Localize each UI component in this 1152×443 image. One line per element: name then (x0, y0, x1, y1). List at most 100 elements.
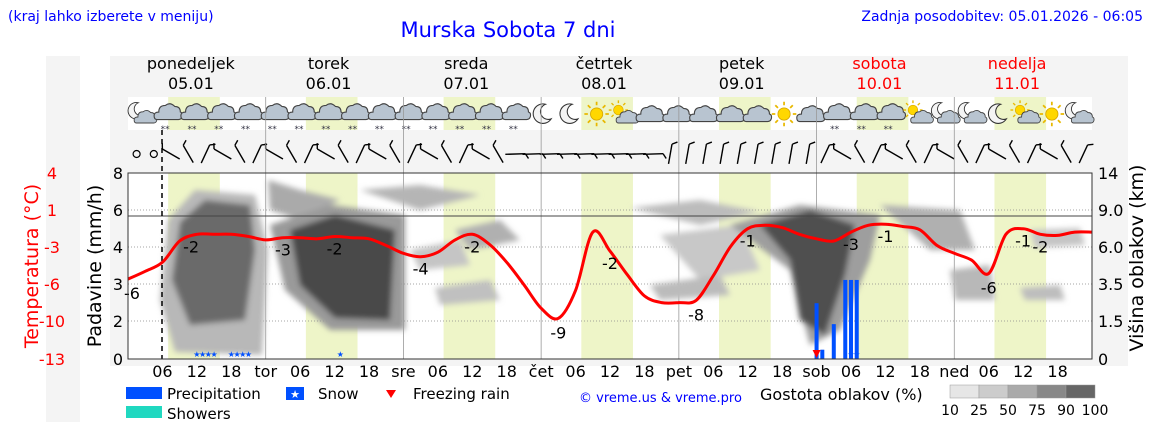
svg-text:**: ** (428, 125, 438, 135)
day-date: 05.01 (168, 74, 214, 93)
cloud-snow-icon: ** (849, 103, 880, 135)
day-date: 09.01 (719, 74, 765, 93)
snow-marker: ★ (245, 350, 252, 359)
precipitation-axis-title: Padavine (mm/h) (84, 185, 106, 348)
cloud-height-axis-title: Višina oblakov (km) (1126, 165, 1148, 352)
temp-label: -4 (413, 260, 429, 279)
day-name: sobota (852, 54, 906, 73)
cloud-height-tick: 9.0 (1098, 201, 1123, 220)
svg-text:**: ** (375, 125, 385, 135)
x-tick: pet (666, 362, 692, 381)
freezing-rain-markers (812, 350, 821, 358)
wind-barb-icon (685, 141, 695, 164)
cloud-height-tick: 0 (1098, 350, 1108, 369)
day-date: 08.01 (581, 74, 627, 93)
snow-markers: ★★★★ ★★★★ ★ ★★ (193, 350, 860, 359)
x-tick: 12 (738, 362, 758, 381)
daylight-band (581, 173, 633, 359)
calm-wind-icon (149, 149, 158, 159)
x-tick: 06 (565, 362, 585, 381)
x-tick: 18 (634, 362, 654, 381)
temperature-axis: 4 1 -3 -6 -10 -13 (39, 164, 65, 369)
cloud-snow-icon: ** (501, 103, 532, 135)
cloud-snow-icon: ** (822, 103, 853, 135)
day-date: 07.01 (443, 74, 489, 93)
location-hint[interactable]: (kraj lahko izberete v meniju) (8, 9, 214, 25)
cloud-height-tick: 1.5 (1098, 312, 1123, 331)
snow-marker: ★ (205, 350, 212, 359)
x-tick: 12 (1013, 362, 1033, 381)
temp-label: -9 (550, 323, 566, 342)
svg-text:**: ** (187, 125, 197, 135)
precip-bar (814, 303, 819, 359)
wind-barb-icon (1008, 139, 1021, 164)
temp-label: -2 (183, 237, 199, 256)
legend-showers-label: Showers (167, 405, 231, 423)
svg-text:**: ** (214, 125, 224, 135)
precip-tick: 3 (113, 275, 123, 294)
credit-link[interactable]: © vreme.us & vreme.pro (579, 391, 742, 406)
x-tick: 12 (187, 362, 207, 381)
temp-label: -3 (275, 241, 291, 260)
precip-bar (849, 279, 853, 359)
temp-label: -3 (843, 235, 859, 254)
legend-snow-label: Snow (318, 385, 358, 403)
wind-barb-icon (905, 139, 917, 164)
svg-text:**: ** (884, 125, 894, 135)
x-tick: 06 (152, 362, 172, 381)
x-tick: tor (254, 362, 277, 381)
wind-barb-icon (936, 143, 955, 160)
freezing-rain-marker (812, 350, 821, 358)
x-tick: 06 (841, 362, 861, 381)
wind-barb-icon (285, 139, 298, 164)
calm-wind-icon (132, 149, 141, 159)
precip-tick: 2 (113, 312, 123, 331)
snow-marker: ★ (210, 350, 217, 359)
wind-barb-icon (234, 139, 246, 164)
cloud-snow-icon: ** (394, 103, 425, 135)
cloud-scale-swatch (1007, 384, 1038, 399)
x-tick: 12 (875, 362, 895, 381)
legend-showers-swatch (126, 406, 162, 418)
temp-label: -1 (877, 227, 893, 246)
x-axis-ticks: 06 12 18 tor 06 12 18 sre 06 12 18 čet 06 12 18 pet 06 12… (152, 362, 1068, 381)
x-tick: 18 (359, 362, 379, 381)
wind-barb-icon (316, 143, 335, 160)
temp-label: -2 (464, 237, 480, 256)
temp-tick: -10 (39, 312, 65, 331)
wind-barb-icon (853, 139, 866, 164)
svg-text:**: ** (295, 125, 305, 135)
precip-tick: 0 (113, 350, 123, 369)
snow-marker: ★ (847, 350, 854, 359)
sky-icons: ** ** ** ** ** ** ** ** ** ** ** ** ** ** ** ** ** (127, 97, 1095, 135)
day-date: 10.01 (857, 74, 903, 93)
x-tick: 12 (462, 362, 482, 381)
day-name: torek (308, 54, 350, 73)
cloud-density-scale: 10 25 50 75 90 100 (941, 384, 1108, 419)
svg-text:**: ** (857, 125, 867, 135)
wind-barb-icon (805, 141, 816, 164)
wind-barb-icon (957, 139, 969, 164)
wind-barb-icon (389, 139, 401, 164)
daylight-band (994, 173, 1047, 359)
wind-barb-icon (987, 143, 1007, 160)
temp-tick: -13 (39, 350, 65, 369)
day-name: petek (719, 54, 765, 73)
cloud-scale-label: 50 (999, 403, 1017, 419)
cloud-height-tick: 14 (1098, 164, 1118, 183)
x-tick: 06 (979, 362, 999, 381)
x-tick: sob (802, 362, 830, 381)
temp-label: -2 (1032, 237, 1048, 256)
day-name: sreda (444, 54, 488, 73)
cloud-snow-icon: ** (153, 103, 184, 135)
day-date: 11.01 (994, 74, 1040, 93)
precipitation-bars (814, 279, 859, 359)
svg-text:**: ** (455, 125, 465, 135)
svg-text:**: ** (161, 125, 171, 135)
wind-barb-icon (337, 139, 349, 164)
x-tick: 18 (910, 362, 930, 381)
wind-barb-icon (884, 143, 904, 160)
wind-barb-icon (471, 143, 490, 160)
temp-label: -1 (740, 232, 756, 251)
